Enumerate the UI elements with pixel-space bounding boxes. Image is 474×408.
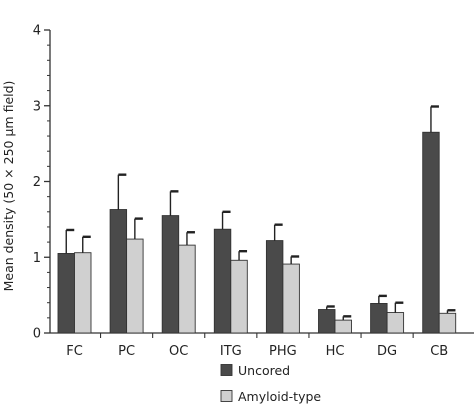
bar-amyloid-type-oc (178, 244, 196, 334)
y-tick-label: 1 (33, 251, 41, 266)
legend-swatch-amyloid-type (220, 390, 233, 402)
error-bars (65, 105, 456, 321)
bars (57, 131, 457, 334)
bar-amyloid-type-dg (386, 312, 405, 334)
bar-amyloid-type-pc (126, 238, 144, 334)
bar-uncored-dg (370, 303, 388, 334)
x-tick-label: FC (66, 344, 83, 359)
x-tick-label: HC (326, 344, 345, 359)
x-tick-label: ITG (220, 344, 242, 359)
y-axis: 0 1 2 3 4 (33, 24, 51, 342)
x-tick-label: PC (118, 344, 135, 359)
x-tick-label: CB (430, 344, 448, 359)
bar-uncored-oc (161, 215, 180, 334)
legend-swatch-uncored (220, 364, 233, 376)
bar-uncored-fc (57, 253, 75, 334)
bar-amyloid-type-cb (438, 312, 457, 334)
legend: Uncored Amyloid-type (220, 363, 321, 404)
x-tick-label: PHG (269, 344, 297, 359)
bar-amyloid-type-phg (282, 263, 300, 334)
y-tick-label: 2 (33, 175, 41, 190)
bar-amyloid-type-itg (230, 259, 248, 334)
y-tick-label: 4 (33, 24, 41, 39)
bar-uncored-cb (422, 131, 440, 334)
bar-uncored-phg (265, 240, 284, 334)
y-axis-label: Mean density (50 × 250 µm field) (1, 81, 16, 292)
y-tick-label: 3 (33, 99, 41, 114)
x-tick-label: OC (169, 344, 188, 359)
legend-label: Amyloid-type (238, 389, 321, 404)
bar-uncored-itg (213, 228, 232, 334)
y-tick-label: 0 (33, 327, 41, 342)
legend-label: Uncored (238, 363, 290, 378)
bar-uncored-pc (109, 209, 128, 334)
x-axis: FC PC OC ITG PHG HC DG CB (50, 332, 474, 359)
bar-amyloid-type-hc (334, 319, 352, 334)
bar-uncored-hc (318, 309, 336, 334)
bar-amyloid-type-fc (74, 252, 92, 334)
x-tick-label: DG (377, 344, 397, 359)
